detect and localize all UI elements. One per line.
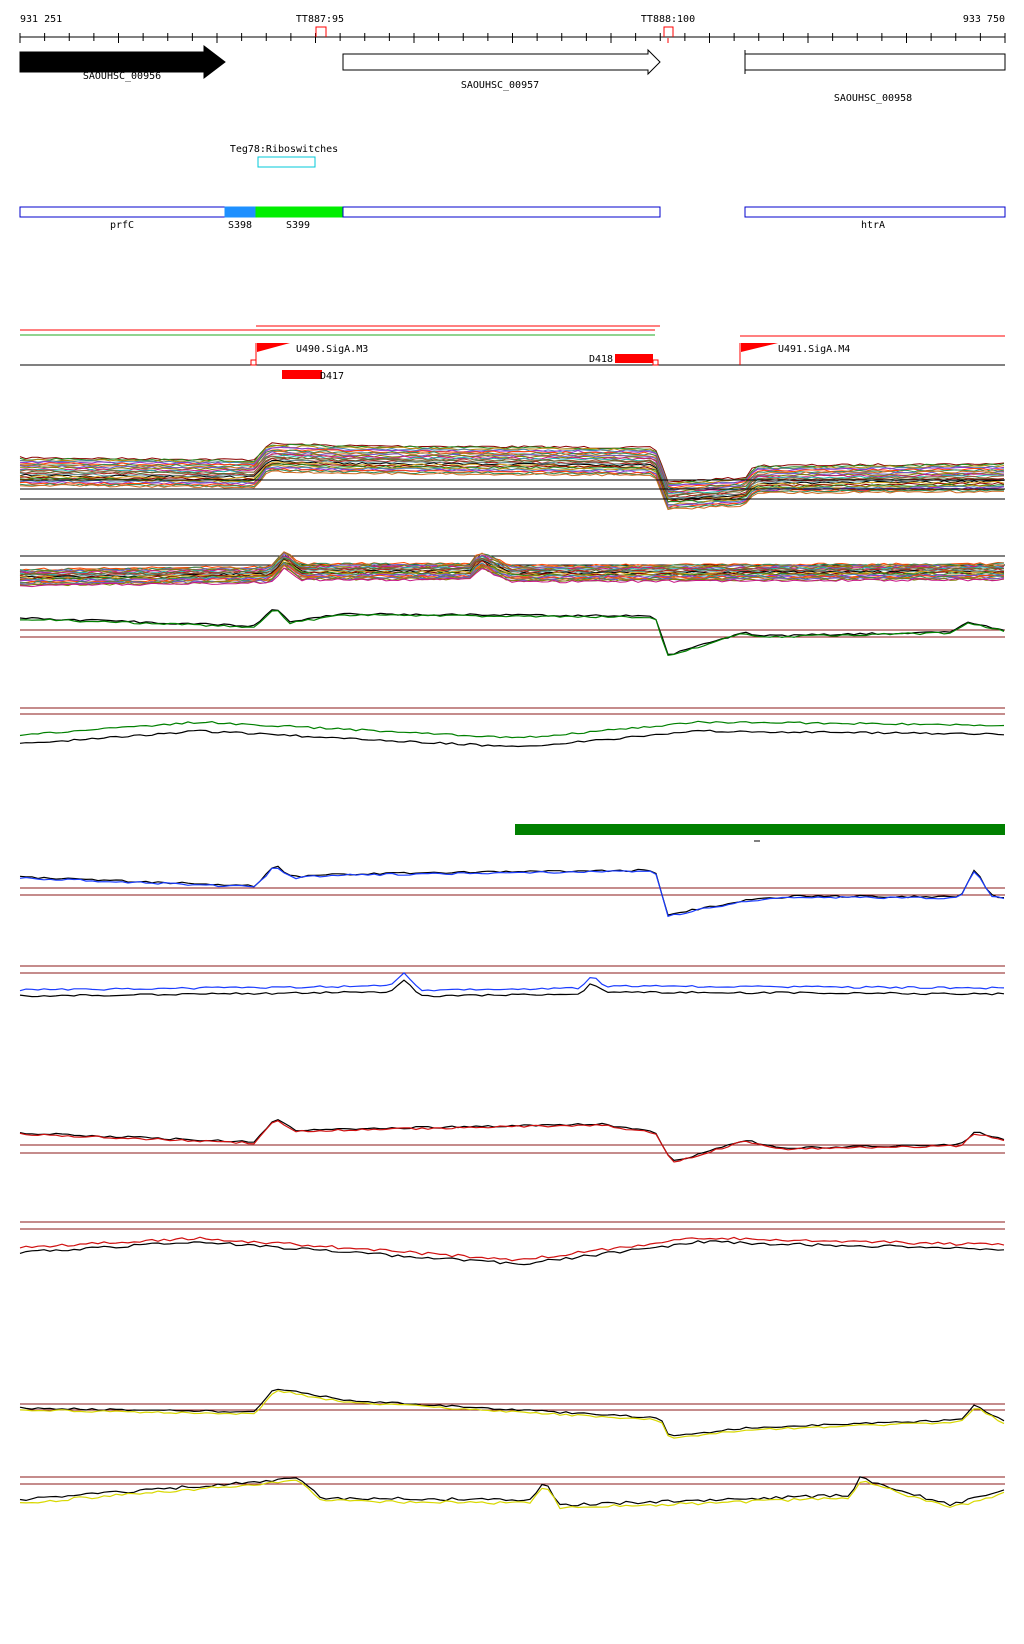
promoter-label: U490.SigA.M3 bbox=[296, 344, 368, 355]
segment-unnamed[interactable] bbox=[342, 206, 661, 218]
segment-htra[interactable] bbox=[744, 206, 1006, 218]
black-profile bbox=[19, 729, 1005, 748]
promoter-track: U490.SigA.M3 U491.SigA.M4 D417 D418 bbox=[20, 325, 1005, 382]
multi-condition-profile bbox=[19, 453, 1005, 494]
multi-condition-profile bbox=[19, 558, 1005, 578]
multi-condition-profile bbox=[19, 554, 1005, 575]
red-profile bbox=[19, 1236, 1005, 1262]
segment-prfc[interactable] bbox=[19, 206, 226, 218]
ruler-end-label: 933 750 bbox=[963, 14, 1005, 25]
expression-profiles bbox=[19, 442, 1005, 1510]
terminator-tt887[interactable]: TT887:95 bbox=[296, 14, 344, 37]
blue-profile bbox=[19, 972, 1005, 992]
downshift-box bbox=[282, 370, 322, 379]
coordinate-ruler: 931 251 933 750 bbox=[19, 14, 1006, 43]
segment-label: S399 bbox=[286, 220, 310, 231]
downshift-d418[interactable]: D418 bbox=[589, 354, 659, 366]
riboswitch-feature[interactable]: Teg78:Riboswitches bbox=[230, 144, 338, 168]
green-profile bbox=[19, 720, 1005, 739]
gene-saouhsc-00957[interactable]: SAOUHSC_00957 bbox=[342, 48, 661, 91]
promoter-flag-icon bbox=[257, 343, 290, 352]
terminator-label: TT887:95 bbox=[296, 14, 344, 25]
segment-label: htrA bbox=[861, 220, 885, 231]
yellow-profile bbox=[19, 1389, 1005, 1439]
black-profile bbox=[19, 609, 1005, 655]
red-profile bbox=[19, 1120, 1005, 1163]
promoter-u491[interactable]: U491.SigA.M4 bbox=[739, 343, 850, 365]
promoter-u490[interactable]: U490.SigA.M3 bbox=[250, 343, 368, 366]
segment-s399[interactable] bbox=[255, 206, 344, 218]
terminator-hairpin-icon bbox=[315, 26, 327, 37]
segment-label: prfC bbox=[110, 220, 134, 231]
green-profile bbox=[19, 610, 1005, 656]
riboswitch-box bbox=[257, 156, 316, 168]
yellow-profile bbox=[19, 1479, 1005, 1510]
ruler-ticks bbox=[19, 33, 1006, 43]
downshift-label: D417 bbox=[320, 371, 344, 382]
downshift-site bbox=[652, 359, 659, 366]
blue-profile bbox=[19, 867, 1005, 918]
downshift-d417[interactable]: D417 bbox=[282, 370, 344, 382]
expression-region-bar[interactable] bbox=[515, 824, 1005, 835]
downshift-label: D418 bbox=[589, 354, 613, 365]
black-profile bbox=[19, 865, 1005, 916]
multi-condition-profile bbox=[19, 443, 1005, 485]
gene-arrow-icon bbox=[19, 44, 226, 80]
multi-condition-profile bbox=[19, 454, 1004, 495]
multi-condition-profile bbox=[20, 564, 1005, 584]
promoter-label: U491.SigA.M4 bbox=[778, 344, 850, 355]
segment-label: S398 bbox=[228, 220, 252, 231]
terminator-label: TT888:100 bbox=[641, 14, 695, 25]
black-profile bbox=[19, 1476, 1005, 1507]
multi-condition-profile bbox=[19, 567, 1005, 588]
promoter-site bbox=[250, 359, 257, 366]
multi-condition-profile bbox=[19, 462, 1005, 503]
terminator-track: TT887:95 TT888:100 bbox=[296, 14, 695, 43]
multi-condition-profile bbox=[19, 470, 1005, 511]
black-profile bbox=[19, 1388, 1005, 1437]
terminator-hairpin-icon bbox=[663, 26, 674, 37]
gene-label: SAOUHSC_00956 bbox=[83, 71, 161, 82]
downshift-box bbox=[615, 354, 653, 363]
terminator-tt888[interactable]: TT888:100 bbox=[641, 14, 695, 43]
gene-arrow-icon bbox=[342, 48, 661, 76]
riboswitch-label: Teg78:Riboswitches bbox=[230, 144, 338, 155]
multi-condition-profile bbox=[19, 559, 1005, 580]
multi-condition-profile bbox=[19, 468, 1005, 509]
multi-condition-profile bbox=[19, 449, 1005, 489]
gene-saouhsc-00958[interactable]: SAOUHSC_00958 bbox=[744, 50, 1006, 104]
black-profile bbox=[19, 979, 1005, 998]
multi-condition-profile bbox=[19, 552, 1005, 573]
gene-label: SAOUHSC_00957 bbox=[461, 80, 539, 91]
black-profile bbox=[19, 1240, 1005, 1266]
segment-track: prfC S398 S399 htrA bbox=[19, 206, 1006, 231]
gene-saouhsc-00956[interactable]: SAOUHSC_00956 bbox=[19, 44, 226, 82]
gene-label: SAOUHSC_00958 bbox=[834, 93, 912, 104]
gene-track: SAOUHSC_00956 SAOUHSC_00957 SAOUHSC_0095… bbox=[19, 44, 1006, 104]
multi-condition-profile bbox=[19, 451, 1005, 492]
segment-s398[interactable] bbox=[224, 206, 257, 218]
promoter-flag-icon bbox=[741, 343, 778, 352]
ruler-start-label: 931 251 bbox=[20, 14, 62, 25]
gene-box bbox=[744, 53, 1006, 71]
